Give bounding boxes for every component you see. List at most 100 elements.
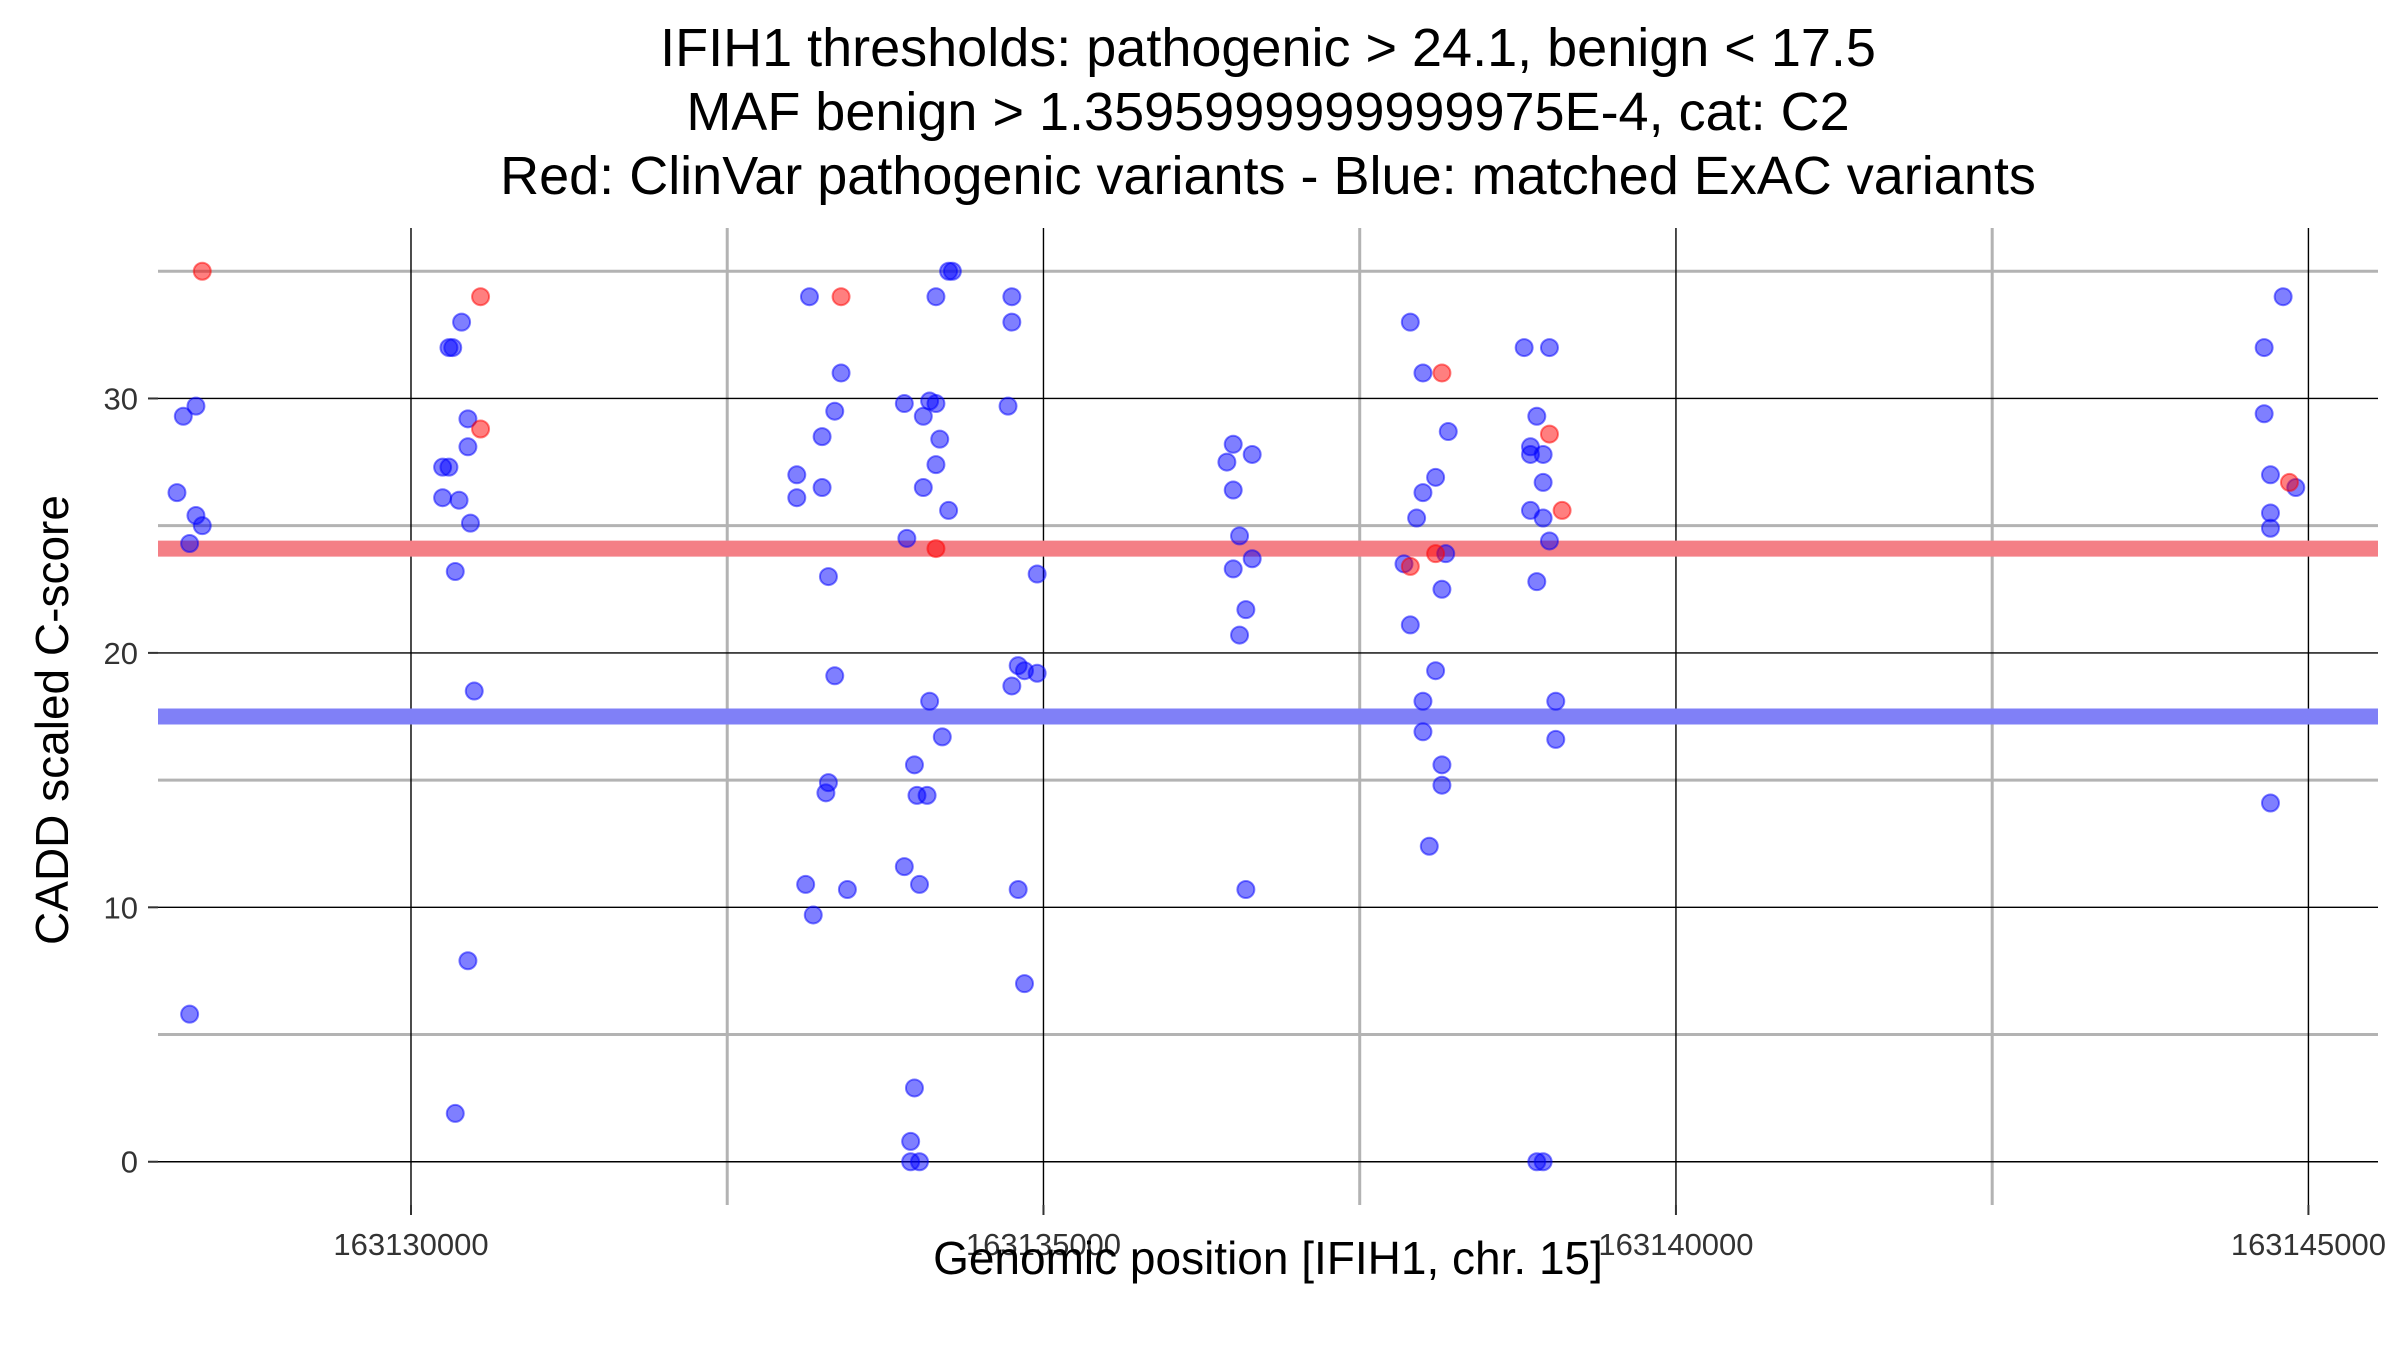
data-point <box>831 287 851 307</box>
data-point <box>1027 564 1047 584</box>
y-tick-label: 10 <box>104 890 138 925</box>
data-point <box>1400 312 1420 332</box>
data-point <box>897 528 917 548</box>
data-point <box>816 783 836 803</box>
data-point <box>1014 974 1034 994</box>
y-tick-label: 20 <box>104 636 138 671</box>
data-point <box>1552 500 1572 520</box>
data-point <box>180 1004 200 1024</box>
data-point <box>1413 483 1433 503</box>
data-point <box>2254 338 2274 358</box>
data-point <box>825 401 845 421</box>
data-point <box>1419 836 1439 856</box>
data-point <box>1546 691 1566 711</box>
data-point <box>1002 287 1022 307</box>
data-point <box>1413 722 1433 742</box>
data-point <box>167 483 187 503</box>
data-point <box>2254 404 2274 424</box>
data-point <box>2260 465 2280 485</box>
data-point <box>439 457 459 477</box>
data-point <box>920 691 940 711</box>
data-point <box>1002 676 1022 696</box>
data-point <box>930 429 950 449</box>
data-point <box>2260 518 2280 538</box>
data-point <box>1539 338 1559 358</box>
data-point <box>1533 1152 1553 1172</box>
x-tick-label: 163140000 <box>1598 1227 1753 1262</box>
threshold-lines <box>158 540 2378 725</box>
data-point <box>904 1078 924 1098</box>
data-point <box>1527 572 1547 592</box>
data-point <box>449 490 469 510</box>
data-point <box>796 874 816 894</box>
x-tick-label: 163130000 <box>333 1227 488 1262</box>
data-point <box>942 261 962 281</box>
data-point <box>458 409 478 429</box>
data-point <box>192 516 212 536</box>
data-point <box>831 363 851 383</box>
data-point <box>1527 406 1547 426</box>
data-point <box>812 427 832 447</box>
data-point <box>787 488 807 508</box>
y-axis-label: CADD scaled C-score <box>26 495 78 945</box>
data-point <box>818 567 838 587</box>
grid-lines <box>158 228 2378 1205</box>
y-tick-label: 30 <box>104 381 138 416</box>
data-point <box>445 561 465 581</box>
data-point <box>1217 452 1237 472</box>
data-point <box>2279 472 2299 492</box>
data-points <box>167 261 2306 1172</box>
data-point <box>1539 424 1559 444</box>
chart-title-line-1: IFIH1 thresholds: pathogenic > 24.1, ben… <box>660 18 1876 78</box>
data-point <box>932 727 952 747</box>
data-point <box>173 406 193 426</box>
data-point <box>1546 729 1566 749</box>
data-point <box>443 338 463 358</box>
axis-ticks: 163130000 163135000 163140000 163145000 0 10 2… <box>104 381 2386 1262</box>
data-point <box>186 396 206 416</box>
data-point <box>1236 600 1256 620</box>
data-point <box>1533 444 1553 464</box>
data-point <box>2273 287 2293 307</box>
data-point <box>1400 556 1420 576</box>
data-point <box>926 394 946 414</box>
data-point <box>1432 755 1452 775</box>
data-point <box>1027 663 1047 683</box>
x-tick-label: 163145000 <box>2231 1227 2386 1262</box>
data-point <box>452 312 472 332</box>
data-point <box>1514 338 1534 358</box>
data-point <box>1413 363 1433 383</box>
data-point <box>910 1152 930 1172</box>
data-point <box>910 874 930 894</box>
data-point <box>1432 579 1452 599</box>
data-point <box>1242 549 1262 569</box>
data-point <box>1223 559 1243 579</box>
data-point <box>458 951 478 971</box>
chart-title-line-2: MAF benign > 1.3595999999999975E-4, cat:… <box>686 82 1849 142</box>
data-point <box>1539 531 1559 551</box>
x-tick-label: 163135000 <box>966 1227 1121 1262</box>
data-point <box>812 478 832 498</box>
data-point <box>471 419 491 439</box>
data-point <box>1230 625 1250 645</box>
data-point <box>998 396 1018 416</box>
data-point <box>1008 880 1028 900</box>
data-point <box>192 261 212 281</box>
data-point <box>1533 472 1553 492</box>
data-point <box>787 465 807 485</box>
data-point <box>1407 508 1427 528</box>
data-point <box>904 755 924 775</box>
data-point <box>837 880 857 900</box>
data-point <box>458 437 478 457</box>
data-point <box>180 533 200 553</box>
data-point <box>471 287 491 307</box>
data-point <box>825 666 845 686</box>
data-point <box>1223 434 1243 454</box>
data-point <box>1432 363 1452 383</box>
data-point <box>1002 312 1022 332</box>
data-point <box>1413 691 1433 711</box>
data-point <box>926 539 946 559</box>
data-point <box>901 1131 921 1151</box>
data-point <box>1426 467 1446 487</box>
data-point <box>2260 793 2280 813</box>
